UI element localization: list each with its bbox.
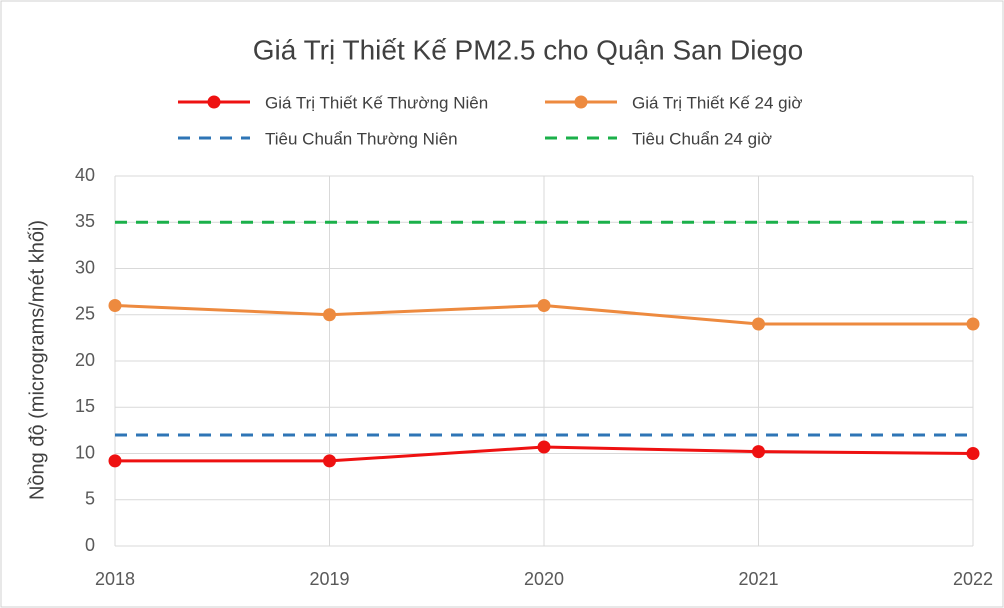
y-tick-label: 35 <box>75 211 95 231</box>
point <box>966 447 980 460</box>
x-tick-label: 2022 <box>953 569 993 589</box>
x-tick-label: 2019 <box>309 569 349 589</box>
point <box>108 299 122 312</box>
y-axis-label: Nồng độ (micrograms/mét khối) <box>26 220 48 500</box>
y-tick-label: 20 <box>75 350 95 370</box>
point <box>966 317 980 331</box>
legend-marker <box>574 95 588 109</box>
point <box>752 317 765 331</box>
y-tick-label: 5 <box>85 489 95 509</box>
chart-title: Giá Trị Thiết Kế PM2.5 cho Quận San Dieg… <box>253 34 803 65</box>
x-tick-label: 2021 <box>738 569 778 589</box>
legend-label: Tiêu Chuẩn 24 giờ <box>632 129 772 148</box>
x-tick-label: 2020 <box>524 569 564 589</box>
point <box>323 308 336 322</box>
point <box>108 454 122 468</box>
y-tick-label: 15 <box>75 396 95 416</box>
point <box>537 440 551 454</box>
point <box>323 454 336 468</box>
y-tick-label: 30 <box>75 257 95 277</box>
y-tick-label: 25 <box>75 304 95 324</box>
y-tick-label: 10 <box>75 442 95 462</box>
x-tick-label: 2018 <box>95 569 135 589</box>
point <box>537 299 551 312</box>
legend-marker <box>207 95 221 109</box>
point <box>752 445 765 459</box>
y-tick-label: 40 <box>75 165 95 185</box>
legend-label: Tiêu Chuẩn Thường Niên <box>265 129 458 148</box>
legend-label: Giá Trị Thiết Kế 24 giờ <box>632 93 803 112</box>
legend-label: Giá Trị Thiết Kế Thường Niên <box>265 93 488 112</box>
y-tick-label: 0 <box>85 535 95 555</box>
